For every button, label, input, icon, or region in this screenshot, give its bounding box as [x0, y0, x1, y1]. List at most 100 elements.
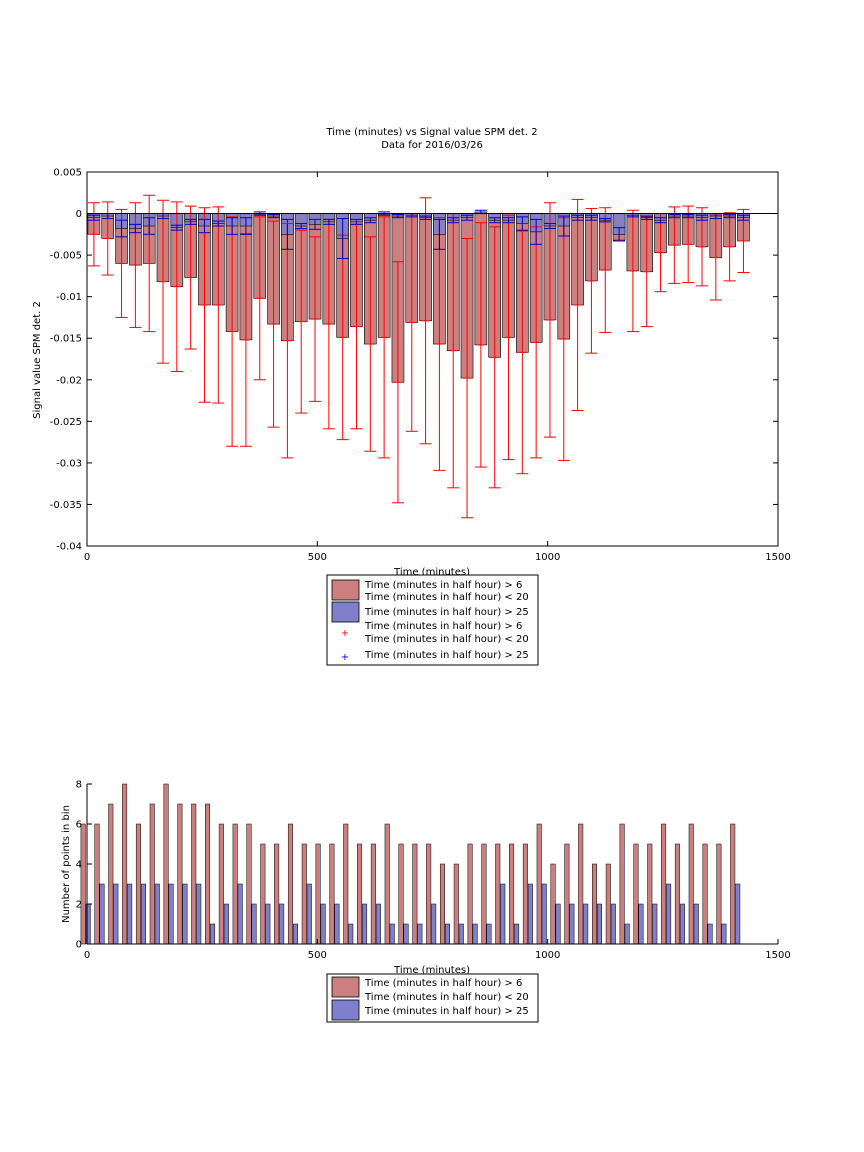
count-bar-blue — [735, 883, 741, 945]
count-bar-red — [301, 843, 307, 945]
count-bar-blue — [334, 903, 340, 945]
y-axis-label: Number of points in bin — [61, 805, 72, 923]
legend-marker-red-plus: + — [341, 628, 349, 639]
count-bar-red — [578, 823, 584, 945]
y-axis-ticks: 0 2 4 6 8 — [76, 780, 92, 951]
count-bar-red — [398, 843, 404, 945]
legend-swatch-red — [331, 976, 360, 998]
count-bar-red — [647, 843, 653, 945]
y-tick-label: 0 — [76, 209, 82, 220]
count-bar-red — [509, 843, 515, 945]
count-bar-red — [329, 843, 335, 945]
count-bar-blue — [638, 903, 644, 945]
count-bar-red — [730, 823, 736, 945]
count-bar-red — [661, 823, 667, 945]
count-bar-blue — [182, 883, 188, 945]
count-bar-red — [536, 823, 542, 945]
count-bar-blue — [583, 903, 589, 945]
legend-swatch-blue — [331, 999, 360, 1021]
y-tick-label: 8 — [76, 780, 82, 791]
legend-label: Time (minutes in half hour) > 25 — [364, 607, 529, 618]
count-bar-red — [619, 823, 625, 945]
count-bar-red — [481, 843, 487, 945]
plot-frame — [86, 171, 779, 547]
count-bar-blue — [541, 883, 547, 945]
x-tick-label: 500 — [308, 950, 327, 961]
x-tick-label: 0 — [84, 552, 90, 563]
count-bar-red — [163, 783, 169, 945]
count-bar-blue — [458, 923, 464, 945]
count-bar-blue — [375, 903, 381, 945]
count-bar-blue — [555, 903, 561, 945]
count-bar-blue — [292, 923, 298, 945]
count-bar-blue — [444, 923, 450, 945]
legend-label: Time (minutes in half hour) > 6 — [364, 978, 522, 989]
count-bar-red — [205, 803, 211, 945]
signal-bars — [87, 211, 750, 383]
x-tick-label: 500 — [308, 552, 327, 563]
count-bar-red — [370, 843, 376, 945]
legend-marker-blue-plus: + — [341, 652, 349, 663]
count-bar-red — [135, 823, 141, 945]
count-bar-red — [564, 843, 570, 945]
count-bar-blue — [666, 883, 672, 945]
y-axis-label: Signal value SPM det. 2 — [32, 301, 43, 419]
count-bar-red — [260, 843, 266, 945]
y-tick-label: -0.015 — [50, 334, 82, 345]
y-tick-label: -0.035 — [50, 500, 82, 511]
count-bar-blue — [348, 923, 354, 945]
count-bar-red — [674, 843, 680, 945]
count-bar-blue — [99, 883, 105, 945]
count-bar-red — [343, 823, 349, 945]
count-bar-blue — [569, 903, 575, 945]
x-axis-label: Time (minutes) — [393, 965, 470, 976]
count-bar-red — [232, 823, 238, 945]
count-bar-blue — [113, 883, 119, 945]
count-bar-red — [218, 823, 224, 945]
x-tick-label: 1000 — [535, 552, 560, 563]
count-bar-red — [688, 823, 694, 945]
count-bar-blue — [154, 883, 160, 945]
count-bar-blue — [251, 903, 257, 945]
count-bar-red — [716, 843, 722, 945]
signal-chart: Time (minutes) vs Signal value SPM det. … — [32, 127, 791, 666]
count-bar-red — [384, 823, 390, 945]
count-bar-red — [80, 823, 86, 945]
count-bar-blue — [486, 923, 492, 945]
count-bar-blue — [279, 903, 285, 945]
count-bar-blue — [127, 883, 133, 945]
count-bar-blue — [223, 903, 229, 945]
legend-label: Time (minutes in half hour) < 20 — [364, 592, 529, 603]
legend-label: Time (minutes in half hour) > 6 — [364, 580, 522, 591]
count-bar-red — [453, 863, 459, 945]
x-axis-ticks: 0 500 1000 1500 — [84, 172, 791, 563]
legend-swatch-blue — [331, 601, 360, 623]
y-tick-label: 0.005 — [53, 168, 82, 179]
legend-label: Time (minutes in half hour) > 25 — [364, 1006, 529, 1017]
count-bar-blue — [168, 883, 174, 945]
count-bar-blue — [431, 903, 437, 945]
y-tick-label: -0.025 — [50, 417, 82, 428]
count-bar-red — [522, 843, 528, 945]
y-tick-label: 0 — [76, 940, 82, 951]
count-bar-red — [274, 843, 280, 945]
legend: Time (minutes in half hour) > 6 Time (mi… — [326, 574, 539, 666]
count-bar-red — [108, 803, 114, 945]
count-bar-blue — [472, 923, 478, 945]
y-axis-ticks: -0.04 -0.035 -0.03 -0.025 -0.02 -0.015 -0.01 -0… — [50, 168, 778, 553]
count-bar-blue — [527, 883, 533, 945]
count-bar-red — [191, 803, 197, 945]
y-tick-label: 4 — [76, 860, 82, 871]
count-bar-blue — [417, 923, 423, 945]
legend-label: Time (minutes in half hour) < 20 — [364, 992, 529, 1003]
signal-error-bars — [87, 194, 750, 519]
legend: Time (minutes in half hour) > 6 Time (mi… — [326, 973, 539, 1023]
count-bar-red — [633, 843, 639, 945]
count-bar-red — [149, 803, 155, 945]
count-bar-blue — [610, 903, 616, 945]
x-tick-label: 0 — [84, 950, 90, 961]
y-tick-label: -0.04 — [56, 542, 82, 553]
legend-label: Time (minutes in half hour) > 6 — [364, 621, 522, 632]
count-bar-red — [467, 843, 473, 945]
